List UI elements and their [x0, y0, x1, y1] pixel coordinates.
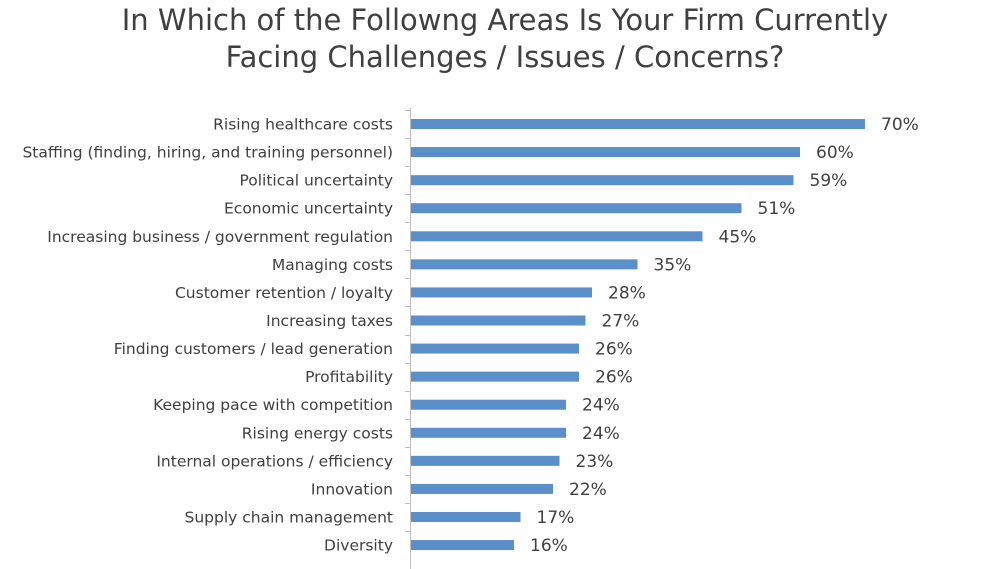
bar-7 [411, 315, 586, 326]
category-label: Increasing taxes [266, 312, 393, 330]
value-label: 22% [569, 480, 607, 500]
value-label: 24% [582, 396, 620, 416]
category-label: Supply chain management [185, 508, 393, 526]
value-label: 27% [602, 311, 640, 331]
bar-8 [411, 343, 579, 354]
bar-1 [411, 147, 800, 158]
category-label: Keeping pace with competition [153, 396, 393, 414]
value-label: 70% [881, 115, 919, 135]
value-label: 35% [654, 255, 692, 275]
category-label: Rising healthcare costs [213, 116, 393, 134]
category-label: Innovation [311, 480, 393, 498]
value-label: 17% [537, 508, 575, 528]
bar-3 [411, 203, 742, 214]
value-label: 51% [758, 199, 796, 219]
category-label: Political uncertainty [239, 172, 393, 190]
bar-13 [411, 483, 553, 494]
value-label: 23% [576, 452, 614, 472]
value-label: 60% [816, 143, 854, 163]
category-label: Managing costs [272, 256, 393, 274]
bar-2 [411, 175, 794, 186]
value-label: 26% [595, 340, 633, 360]
bar-5 [411, 259, 638, 270]
value-label: 45% [719, 227, 757, 247]
bar-15 [411, 540, 514, 551]
bar-4 [411, 231, 703, 242]
value-label: 59% [810, 171, 848, 191]
bar-9 [411, 371, 579, 382]
value-label: 26% [595, 368, 633, 388]
category-label: Rising energy costs [242, 424, 393, 442]
bar-14 [411, 511, 521, 522]
category-label: Finding customers / lead generation [114, 340, 393, 358]
bar-11 [411, 427, 566, 438]
bar-12 [411, 455, 560, 466]
bar-0 [411, 119, 865, 129]
category-label: Profitability [305, 368, 393, 386]
chart-title: In Which of the Followng Areas Is Your F… [0, 2, 985, 76]
category-label: Customer retention / loyalty [175, 284, 393, 302]
chart-title-line-2: Facing Challenges / Issues / Concerns? [225, 40, 785, 74]
category-label: Staffing (finding, hiring, and training … [22, 144, 393, 162]
value-label: 24% [582, 424, 620, 444]
category-label: Economic uncertainty [224, 200, 393, 218]
bar-6 [411, 287, 592, 298]
chart-title-line-1: In Which of the Followng Areas Is Your F… [121, 3, 889, 37]
category-label: Increasing business / government regulat… [47, 228, 393, 246]
value-label: 16% [530, 536, 568, 556]
category-label: Diversity [324, 537, 393, 555]
category-label: Internal operations / efficiency [156, 452, 393, 470]
value-label: 28% [608, 283, 646, 303]
bar-10 [411, 399, 566, 410]
